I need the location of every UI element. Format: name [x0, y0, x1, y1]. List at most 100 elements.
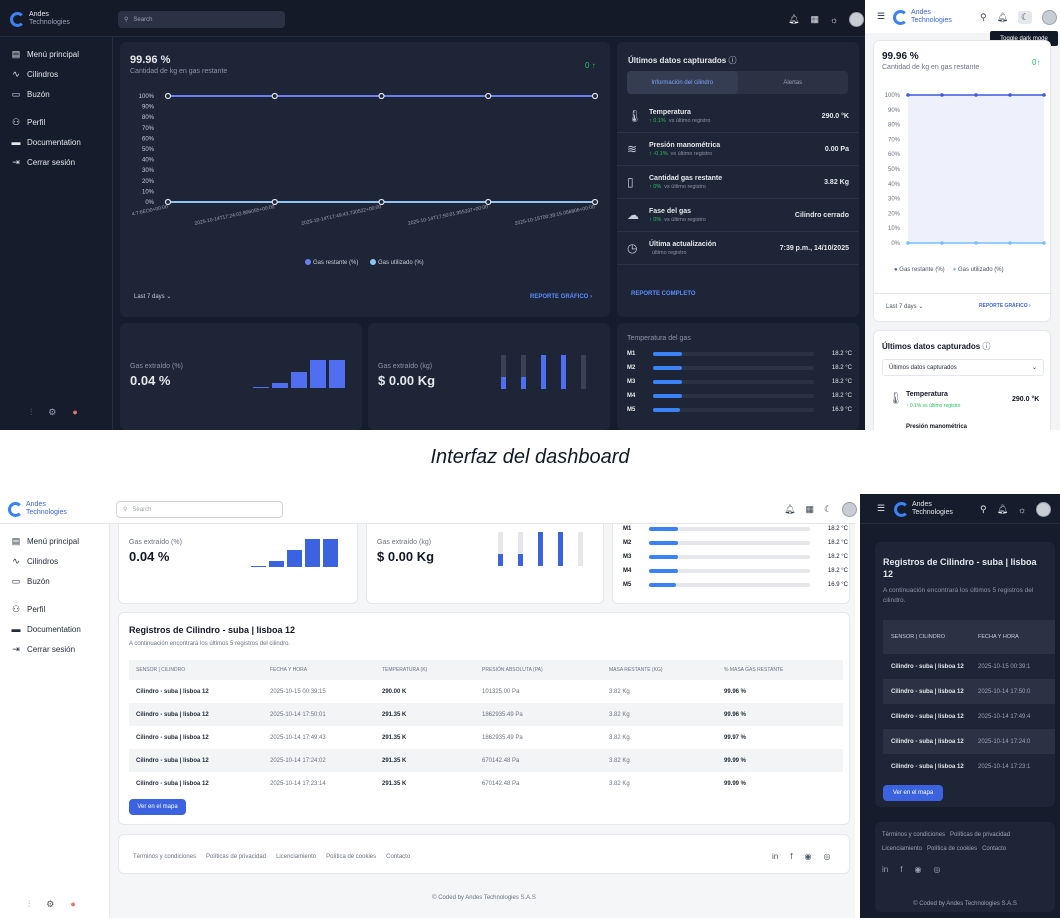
sidebar-item-label: Documentation	[27, 624, 81, 634]
sidebar-item-cilindros[interactable]: ∿ Cilindros	[0, 64, 112, 84]
bell-icon[interactable]: 🔔︎	[996, 12, 1009, 22]
data-point[interactable]	[906, 241, 910, 245]
tab-cylinder-info[interactable]: Información del cilindro	[627, 71, 738, 94]
mobile-range-dropdown[interactable]: Last 7 days ⌄	[886, 304, 924, 310]
data-point[interactable]	[1008, 93, 1012, 97]
footer-link[interactable]: Contacto	[982, 846, 1007, 852]
sidebar-item-label: Menú principal	[27, 49, 80, 59]
brand-logo[interactable]: Andes Technologies	[8, 501, 67, 517]
avatar[interactable]	[1042, 10, 1058, 25]
temp-bar-fill	[649, 541, 678, 545]
sidebar-item-documentation[interactable]: ▬ Documentation	[0, 619, 109, 639]
mobile-brand[interactable]: Andes Technologies	[894, 501, 953, 517]
sidebar-item-cerrar-sesi-n[interactable]: ⇥ Cerrar sesión	[0, 152, 112, 172]
search-icon[interactable]: ⚲	[980, 12, 987, 22]
footer-link[interactable]: Políticas de privacidad	[950, 832, 1011, 838]
search-input[interactable]: ⚲ Search	[116, 501, 283, 518]
y-tick-label: 30%	[142, 168, 155, 174]
flag-icon[interactable]: ●	[72, 407, 78, 417]
data-point[interactable]	[974, 241, 978, 245]
view-map-button[interactable]: Ver en el mapa	[129, 799, 186, 815]
footer-link[interactable]: Política de cookies	[927, 846, 978, 852]
linkedin-icon[interactable]: in	[772, 852, 779, 861]
bell-icon[interactable]: 🔔︎	[784, 504, 796, 514]
moon-icon[interactable]: ☾	[1018, 11, 1033, 24]
footer-link[interactable]: Términos y condiciones	[133, 854, 197, 860]
menu-icon[interactable]: ☰	[877, 11, 886, 21]
sun-icon[interactable]: ☼	[1018, 504, 1027, 515]
mobile-captured-select[interactable]: Últimos datos capturados ⌄	[882, 359, 1044, 376]
data-point[interactable]	[591, 198, 599, 206]
sidebar-item-cilindros[interactable]: ∿ Cilindros	[0, 551, 109, 571]
sidebar-item-men-principal[interactable]: ▤ Menú principal	[0, 44, 112, 64]
sidebar-item-documentation[interactable]: ▬ Documentation	[0, 132, 112, 152]
range-dropdown[interactable]: Last 7 days ⌄	[134, 293, 171, 300]
sidebar-item-perfil[interactable]: ⚇ Perfil	[0, 599, 109, 619]
data-point[interactable]	[591, 92, 599, 100]
search-input[interactable]: ⚲ Search	[118, 11, 285, 28]
sidebar-item-perfil[interactable]: ⚇ Perfil	[0, 112, 112, 132]
sun-icon[interactable]: ☼	[829, 14, 839, 25]
data-point[interactable]	[1008, 241, 1012, 245]
footer-link[interactable]: Licenciamiento	[276, 854, 317, 860]
bell-icon[interactable]: 🔔︎	[788, 14, 800, 24]
tab-alerts[interactable]: Alertas	[783, 79, 803, 86]
mobile-report-link[interactable]: REPORTE GRÁFICO ›	[979, 303, 1031, 309]
report-graph-link[interactable]: REPORTE GRÁFICO ›	[530, 294, 593, 300]
avatar[interactable]	[849, 12, 865, 27]
report-full-link[interactable]: REPORTE COMPLETO	[631, 291, 696, 297]
data-point[interactable]	[974, 93, 978, 97]
github-icon[interactable]: ◉	[804, 852, 812, 861]
captured-value: 290.0 °K	[821, 112, 849, 120]
data-point[interactable]	[940, 93, 944, 97]
grid-icon[interactable]: ▦	[805, 504, 814, 514]
dribbble-icon[interactable]: ◎	[823, 852, 831, 861]
sidebar-item-men-principal[interactable]: ▤ Menú principal	[0, 531, 109, 551]
avatar[interactable]	[842, 502, 858, 517]
data-point[interactable]	[164, 198, 172, 206]
brand-logo[interactable]: Andes Technologies	[10, 11, 70, 27]
data-point[interactable]	[940, 241, 944, 245]
mobile-view-map-button[interactable]: Ver en el mapa	[883, 785, 943, 801]
data-point[interactable]	[378, 92, 385, 100]
sliders-icon[interactable]: ⫶	[30, 407, 33, 417]
gauge-bars	[501, 355, 586, 389]
flag-icon[interactable]: ●	[70, 899, 76, 909]
data-point[interactable]	[906, 93, 910, 97]
mobile-next-label: Presión manométrica	[906, 424, 968, 430]
data-point[interactable]	[271, 198, 278, 206]
data-point[interactable]	[1042, 93, 1046, 97]
footer-link[interactable]: Política de cookies	[326, 854, 377, 860]
menu-icon[interactable]: ☰	[877, 503, 886, 513]
search-icon[interactable]: ⚲	[980, 504, 987, 514]
footer-link[interactable]: Contacto	[386, 854, 411, 860]
facebook-icon[interactable]: f	[790, 852, 793, 861]
sidebar-item-buz-n[interactable]: ▭ Buzón	[0, 84, 112, 104]
data-point[interactable]	[271, 92, 278, 100]
dribbble-icon[interactable]: ◎	[933, 865, 941, 874]
table-cell: 3.82 Kg	[609, 734, 630, 741]
data-point[interactable]	[485, 92, 492, 100]
sidebar-item-cerrar-sesi-n[interactable]: ⇥ Cerrar sesión	[0, 639, 109, 659]
linkedin-icon[interactable]: in	[882, 865, 889, 874]
data-point[interactable]	[485, 198, 492, 206]
gear-icon[interactable]: ⚙	[46, 899, 55, 909]
github-icon[interactable]: ◉	[914, 865, 922, 874]
data-point[interactable]	[378, 198, 385, 206]
sidebar-item-buz-n[interactable]: ▭ Buzón	[0, 571, 109, 591]
data-point[interactable]	[164, 92, 172, 100]
bell-icon[interactable]: 🔔︎	[996, 504, 1009, 514]
avatar[interactable]	[1036, 502, 1052, 517]
table-cell: 3.82 Kg	[609, 757, 630, 764]
facebook-icon[interactable]: f	[900, 865, 903, 874]
footer-link[interactable]: Licenciamiento	[882, 846, 923, 852]
grid-icon[interactable]: ▦	[810, 14, 819, 24]
footer-link[interactable]: Políticas de privacidad	[206, 854, 267, 860]
report-graph-label: REPORTE GRÁFICO	[530, 294, 589, 300]
mobile-brand[interactable]: Andes Technologies	[893, 9, 952, 25]
gear-icon[interactable]: ⚙	[48, 407, 57, 417]
data-point[interactable]	[1042, 241, 1046, 245]
moon-icon[interactable]: ☾	[823, 504, 833, 514]
sliders-icon[interactable]: ⫶	[28, 899, 31, 909]
footer-link[interactable]: Términos y condiciones	[882, 832, 946, 838]
